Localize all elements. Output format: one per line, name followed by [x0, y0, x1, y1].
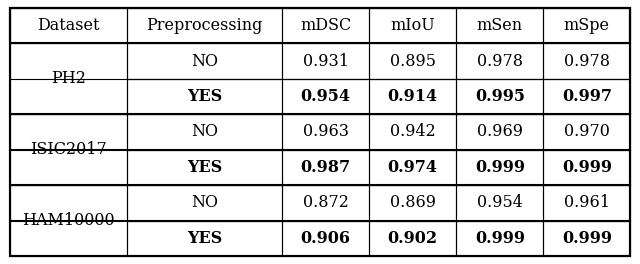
Text: 0.954: 0.954	[477, 194, 523, 211]
Bar	[10, 8, 630, 43]
Bar	[127, 221, 282, 256]
Text: 0.914: 0.914	[388, 88, 438, 105]
Text: Dataset: Dataset	[37, 17, 100, 34]
Bar	[456, 43, 543, 79]
Text: 0.954: 0.954	[301, 88, 351, 105]
Bar	[127, 43, 282, 79]
Bar	[127, 8, 282, 43]
Text: 0.970: 0.970	[564, 124, 610, 140]
Bar	[456, 79, 543, 114]
Bar	[282, 185, 369, 221]
Text: YES: YES	[187, 230, 222, 247]
Bar	[10, 43, 127, 114]
Bar	[369, 221, 456, 256]
Text: mSen: mSen	[477, 17, 523, 34]
Text: 0.961: 0.961	[564, 194, 610, 211]
Bar	[369, 8, 456, 43]
Bar	[10, 185, 127, 256]
Text: 0.978: 0.978	[564, 53, 610, 70]
Text: mIoU: mIoU	[390, 17, 435, 34]
Bar	[456, 150, 543, 185]
Text: 0.999: 0.999	[475, 159, 525, 176]
Text: ISIC2017: ISIC2017	[30, 141, 107, 158]
Bar	[127, 150, 282, 185]
Text: mSpe: mSpe	[564, 17, 610, 34]
Bar	[282, 8, 369, 43]
Bar	[369, 79, 456, 114]
Bar	[127, 79, 282, 114]
Text: 0.963: 0.963	[303, 124, 349, 140]
Text: NO: NO	[191, 194, 218, 211]
Text: 0.942: 0.942	[390, 124, 436, 140]
Text: 0.974: 0.974	[388, 159, 438, 176]
Bar	[369, 43, 456, 79]
Text: 0.872: 0.872	[303, 194, 349, 211]
Text: 0.869: 0.869	[390, 194, 436, 211]
Text: NO: NO	[191, 53, 218, 70]
Text: YES: YES	[187, 159, 222, 176]
Bar	[543, 43, 630, 79]
Bar	[369, 150, 456, 185]
Bar	[10, 114, 127, 185]
Text: 0.895: 0.895	[390, 53, 436, 70]
Bar	[543, 114, 630, 150]
Bar	[282, 221, 369, 256]
Text: 0.906: 0.906	[301, 230, 351, 247]
Text: 0.902: 0.902	[388, 230, 438, 247]
Bar	[127, 114, 282, 150]
Bar	[543, 150, 630, 185]
Text: 0.978: 0.978	[477, 53, 523, 70]
Bar	[369, 114, 456, 150]
Text: 0.997: 0.997	[562, 88, 612, 105]
Text: 0.999: 0.999	[475, 230, 525, 247]
Bar	[456, 114, 543, 150]
Bar	[127, 185, 282, 221]
Bar	[543, 185, 630, 221]
Bar	[543, 221, 630, 256]
Bar	[282, 114, 369, 150]
Bar	[543, 79, 630, 114]
Text: 0.999: 0.999	[562, 159, 612, 176]
Text: YES: YES	[187, 88, 222, 105]
Text: 0.995: 0.995	[475, 88, 525, 105]
Text: 0.987: 0.987	[301, 159, 351, 176]
Bar	[282, 79, 369, 114]
Bar	[10, 8, 127, 43]
Text: mDSC: mDSC	[300, 17, 351, 34]
Text: HAM10000: HAM10000	[22, 212, 115, 229]
Bar	[543, 8, 630, 43]
Text: 0.969: 0.969	[477, 124, 523, 140]
Text: Preprocessing: Preprocessing	[147, 17, 263, 34]
Bar	[456, 221, 543, 256]
Bar	[456, 8, 543, 43]
Bar	[369, 185, 456, 221]
Text: 0.999: 0.999	[562, 230, 612, 247]
Bar	[456, 185, 543, 221]
Bar	[282, 150, 369, 185]
Text: 0.931: 0.931	[303, 53, 349, 70]
Text: NO: NO	[191, 124, 218, 140]
Bar	[282, 43, 369, 79]
Text: PH2: PH2	[51, 70, 86, 87]
